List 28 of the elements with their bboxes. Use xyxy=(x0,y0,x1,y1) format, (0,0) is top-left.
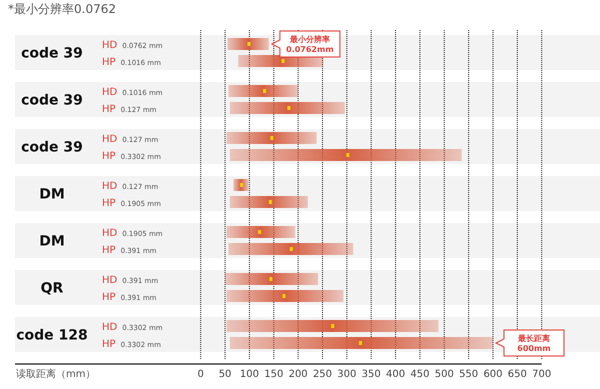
text: code 39 xyxy=(21,46,83,62)
x-tick-label: 500 xyxy=(434,369,454,380)
x-tick-label: 550 xyxy=(459,369,478,380)
text: DM xyxy=(39,186,65,202)
annotation: 最小分辨率 0.0762mm xyxy=(286,34,334,54)
x-tick-label: 400 xyxy=(386,369,406,380)
x-tick-label: 300 xyxy=(337,369,356,380)
text: QR xyxy=(40,280,64,296)
callout: 最长距离 600mm xyxy=(494,330,564,356)
x-tick-label: 200 xyxy=(288,369,308,380)
x-tick-label: 250 xyxy=(312,369,332,380)
annotation: 最长距离 600mm xyxy=(516,333,551,353)
x-tick-label: 150 xyxy=(264,369,284,380)
x-tick-label: 600 xyxy=(483,369,503,380)
x-tick-label: 100 xyxy=(240,369,259,380)
text: code 128 xyxy=(16,328,88,344)
x-axis-title: 读取距离（mm） xyxy=(16,368,96,380)
callout: 最小分辨率 0.0762mm xyxy=(270,30,340,58)
text: code 39 xyxy=(21,92,83,108)
x-tick-label: 350 xyxy=(362,369,381,380)
x-tick-label: 450 xyxy=(410,369,430,380)
text: *最小分辨率0.0762 xyxy=(8,2,116,16)
x-tick-label: 0 xyxy=(198,369,204,380)
text: DM xyxy=(39,234,65,250)
x-tick-label: 50 xyxy=(218,369,232,380)
text: code 39 xyxy=(21,140,83,156)
x-tick-label: 700 xyxy=(532,369,552,380)
x-tick-label: 650 xyxy=(508,369,527,380)
